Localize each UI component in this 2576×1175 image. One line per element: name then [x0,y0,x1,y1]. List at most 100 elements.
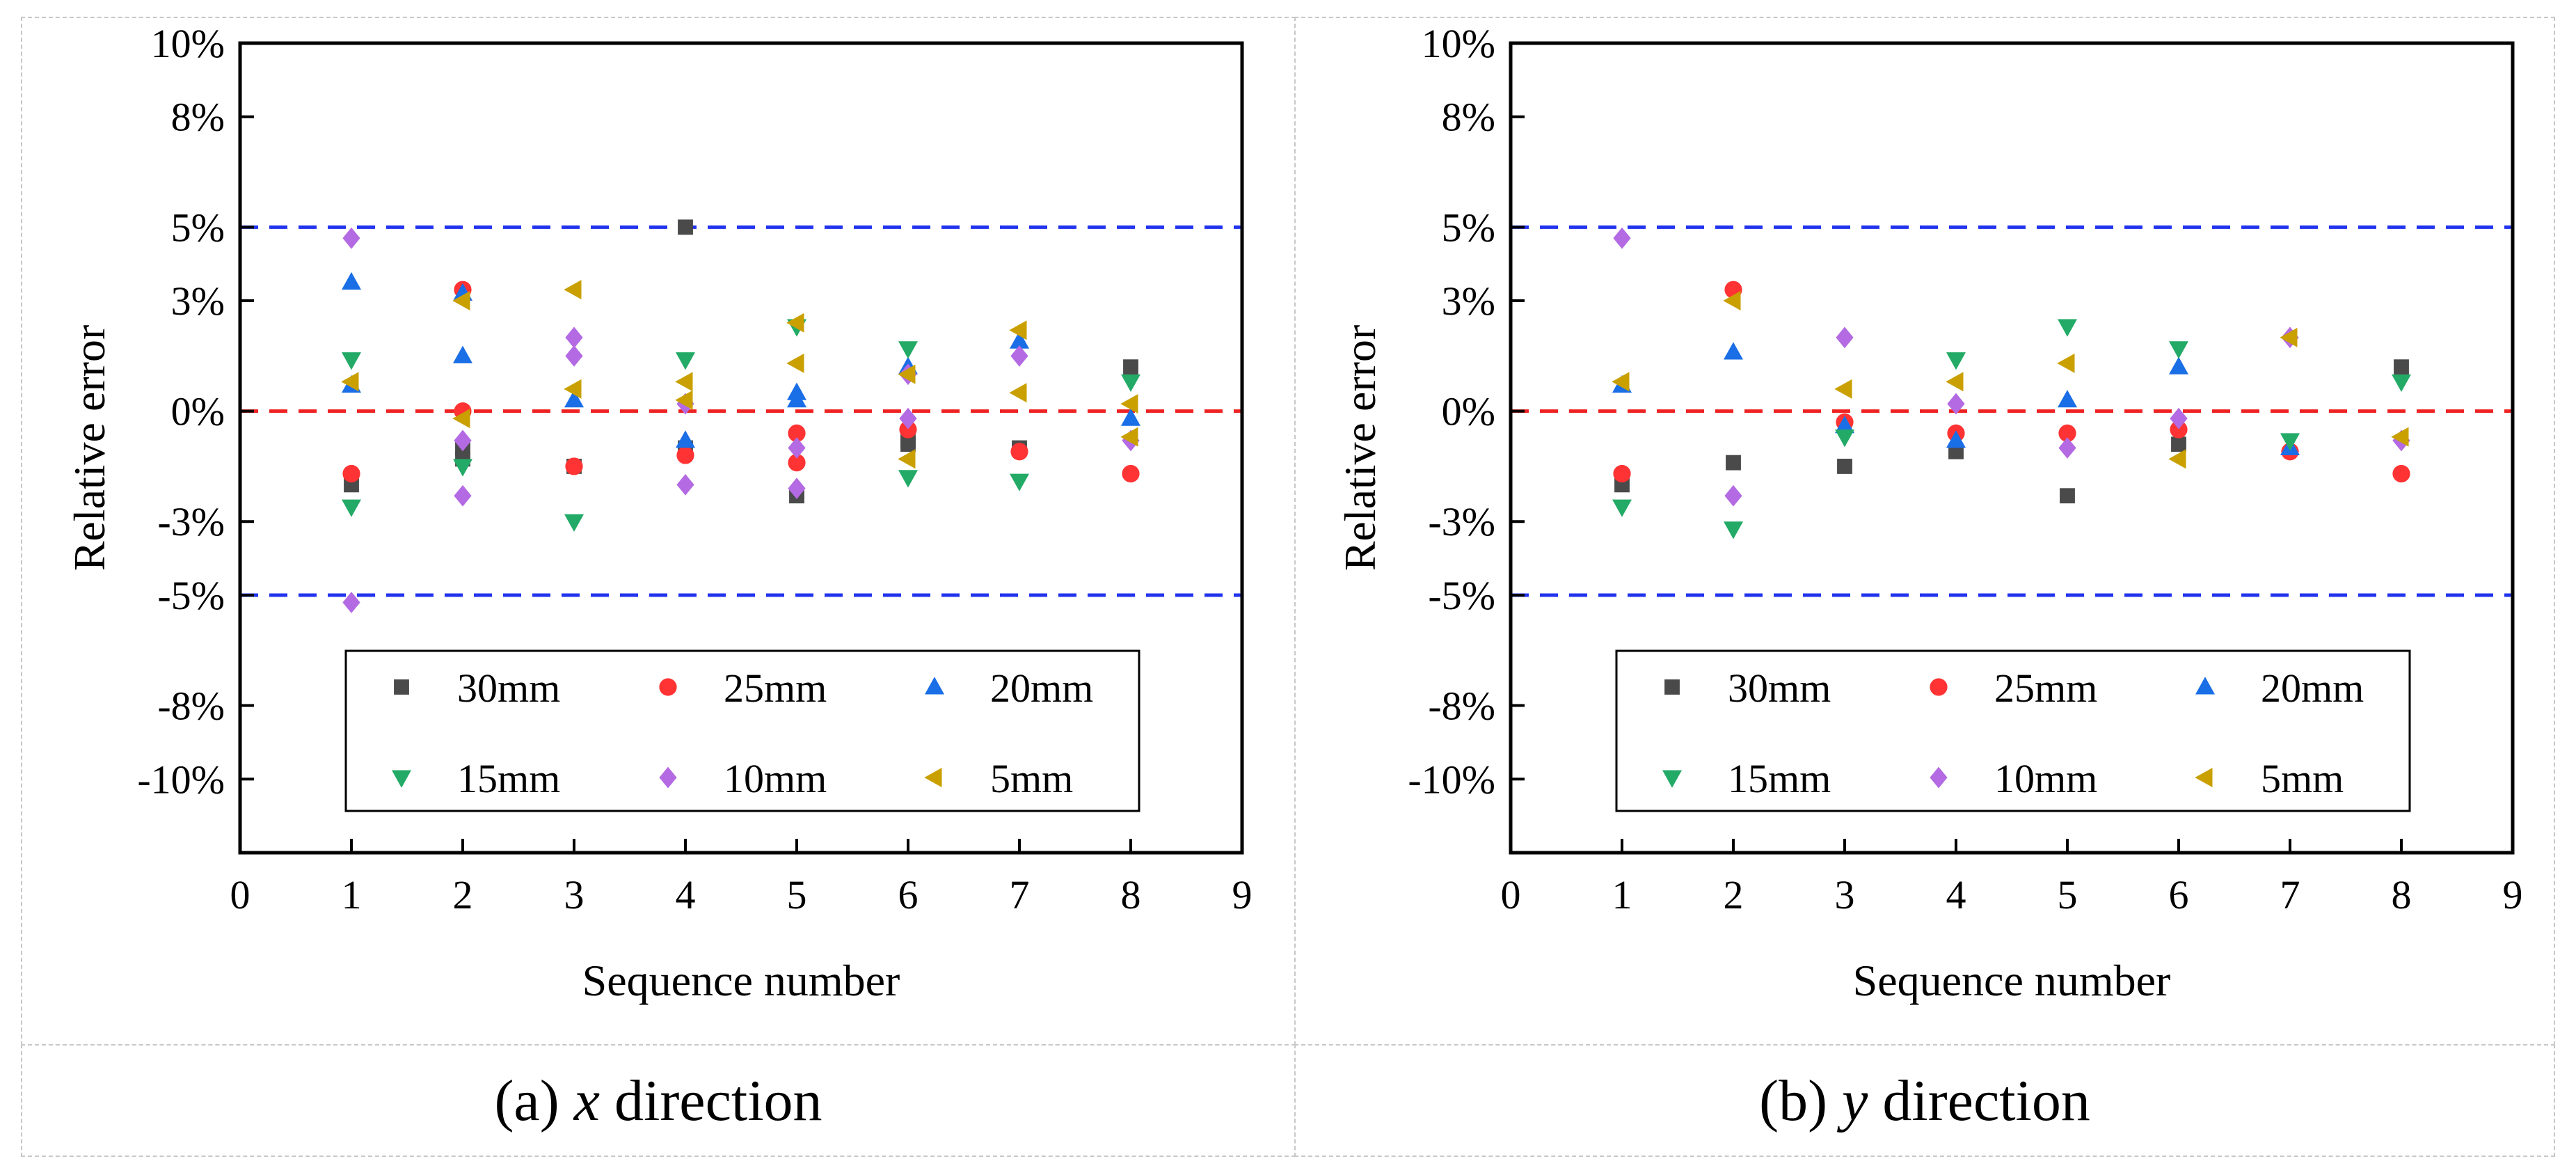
b-point-5mm [2057,353,2075,373]
b-point-5mm [2391,427,2409,447]
b-point-15mm [2058,319,2077,337]
b-legend-marker-25mm [1930,678,1948,696]
b-x-axis-title: Sequence number [1853,956,2171,1005]
b-legend-label: 30mm [1728,665,1831,711]
b-point-5mm [1612,372,1630,392]
b-point-10mm [1836,326,1854,349]
b-x-tick-label: 0 [1501,872,1521,917]
caption-a-suffix: direction [599,1068,822,1133]
a-point-5mm [898,364,916,384]
a-legend-marker-15mm [392,770,411,788]
b-y-tick-label: -10% [1408,757,1495,802]
a-point-25mm [788,454,806,472]
a-point-30mm [900,436,916,452]
caption-a: (a) x direction [21,1052,1296,1150]
b-point-20mm [2169,356,2188,374]
b-legend-box [1615,649,2411,812]
a-point-10mm [342,227,360,249]
a-point-25mm [899,420,917,439]
a-point-10mm [454,429,472,452]
b-point-30mm [2060,488,2075,504]
a-point-15mm [676,352,695,370]
a-point-20mm [676,430,695,448]
b-point-10mm [1613,227,1631,249]
a-point-10mm [565,326,583,349]
b-point-10mm [1947,393,1965,415]
a-point-25mm [1010,443,1028,461]
a-point-5mm [786,353,804,373]
a-point-30mm [1123,359,1138,375]
caption-b-prefix: (b) [1759,1068,1843,1133]
a-point-5mm [898,449,916,469]
a-plot-frame [238,41,1244,855]
a-x-tick-label: 9 [1232,872,1253,917]
a-legend-box [344,649,1140,812]
b-point-10mm [1724,484,1742,507]
b-legend-marker-10mm [1930,766,1948,789]
a-y-tick-label: 0% [171,389,225,434]
b-point-20mm [1724,342,1743,360]
chart-y-direction: 10% 8% 5% 3% 0% -3% -5% -8% -10% 0 1 2 3 4 5 6 7 8 9 Sequen… [1335,21,2523,1005]
b-point-15mm [1612,499,1632,517]
a-y-axis-title: Relative error [65,325,114,571]
b-y-tick-label: 0% [1442,389,1495,434]
b-point-15mm [2169,341,2188,359]
b-point-10mm [2058,437,2076,459]
a-point-5mm [341,372,359,392]
a-y-tick-label: 3% [171,278,225,324]
b-point-10mm [2170,407,2188,429]
a-x-tick-label: 4 [676,872,696,917]
a-y-tick-label: -8% [157,684,225,729]
b-point-25mm [1613,464,1631,483]
b-point-5mm [1946,372,1964,392]
a-point-15mm [898,470,918,488]
chart-x-direction: 10% 8% 5% 3% 0% -3% -5% -8% -10% 0 1 2 3 4 5 6 7 8 9 Sequen… [65,21,1253,1005]
b-point-15mm [2280,433,2300,451]
a-x-tick-label: 0 [230,872,251,917]
a-point-10mm [788,478,806,500]
a-point-10mm [565,345,583,367]
caption-a-prefix: (a) [494,1068,574,1133]
a-point-5mm [1120,394,1138,414]
a-point-15mm [1010,473,1029,491]
b-point-5mm [2280,327,2298,347]
b-y-tick-label: 8% [1442,95,1495,140]
caption-b-suffix: direction [1868,1068,2090,1133]
b-point-20mm [1946,430,1966,448]
caption-b: (b) y direction [1294,1052,2555,1150]
b-y-axis-title: Relative error [1335,325,1385,571]
a-point-30mm [678,219,693,235]
b-y-tick-label: -8% [1428,684,1495,729]
a-point-5mm [564,379,582,399]
a-point-5mm [452,291,470,311]
a-point-20mm [1010,331,1029,349]
b-legend-marker-20mm [2195,677,2215,695]
a-point-25mm [1122,464,1140,483]
a-point-15mm [453,459,472,477]
a-x-tick-label: 5 [787,872,807,917]
b-legend-label: 10mm [1994,756,2097,801]
a-legend-marker-25mm [659,678,677,696]
b-legend-marker-15mm [1662,770,1682,788]
a-y-tick-label: 10% [151,21,225,66]
b-legend-label: 5mm [2261,756,2344,801]
b-point-25mm [2170,420,2188,439]
a-legend-marker-10mm [659,766,677,789]
a-x-tick-label: 1 [342,872,362,917]
a-legend-marker-20mm [925,677,944,695]
b-point-25mm [2058,424,2076,442]
a-point-5mm [675,390,693,410]
panel-b-caption-cell [1294,1044,2555,1157]
b-point-30mm [1726,455,1741,471]
b-x-tick-label: 9 [2503,872,2523,917]
a-x-tick-label: 8 [1121,872,1141,917]
a-point-15mm [342,352,361,370]
b-point-20mm [2058,390,2077,408]
b-point-15mm [1835,429,1854,448]
b-plot-frame [1509,41,2515,855]
a-y-tick-label: -10% [137,757,225,802]
b-y-tick-label: -5% [1428,573,1495,618]
b-y-tick-label: 5% [1442,205,1495,250]
b-x-tick-label: 6 [2169,872,2189,917]
a-point-15mm [564,514,584,532]
